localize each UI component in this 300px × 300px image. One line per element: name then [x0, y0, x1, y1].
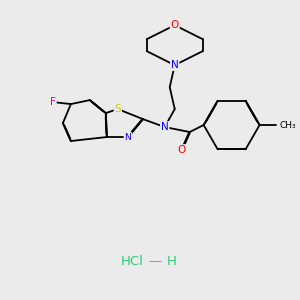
Text: O: O: [178, 145, 186, 155]
Text: F: F: [50, 97, 56, 107]
Text: CH₃: CH₃: [280, 121, 296, 130]
Text: N: N: [171, 60, 178, 70]
Text: HCl: HCl: [120, 255, 143, 268]
Text: S: S: [115, 104, 121, 114]
Text: H: H: [167, 255, 177, 268]
Text: —: —: [148, 255, 161, 268]
Text: O: O: [171, 20, 179, 30]
Text: N: N: [124, 133, 131, 142]
Text: N: N: [161, 122, 169, 132]
